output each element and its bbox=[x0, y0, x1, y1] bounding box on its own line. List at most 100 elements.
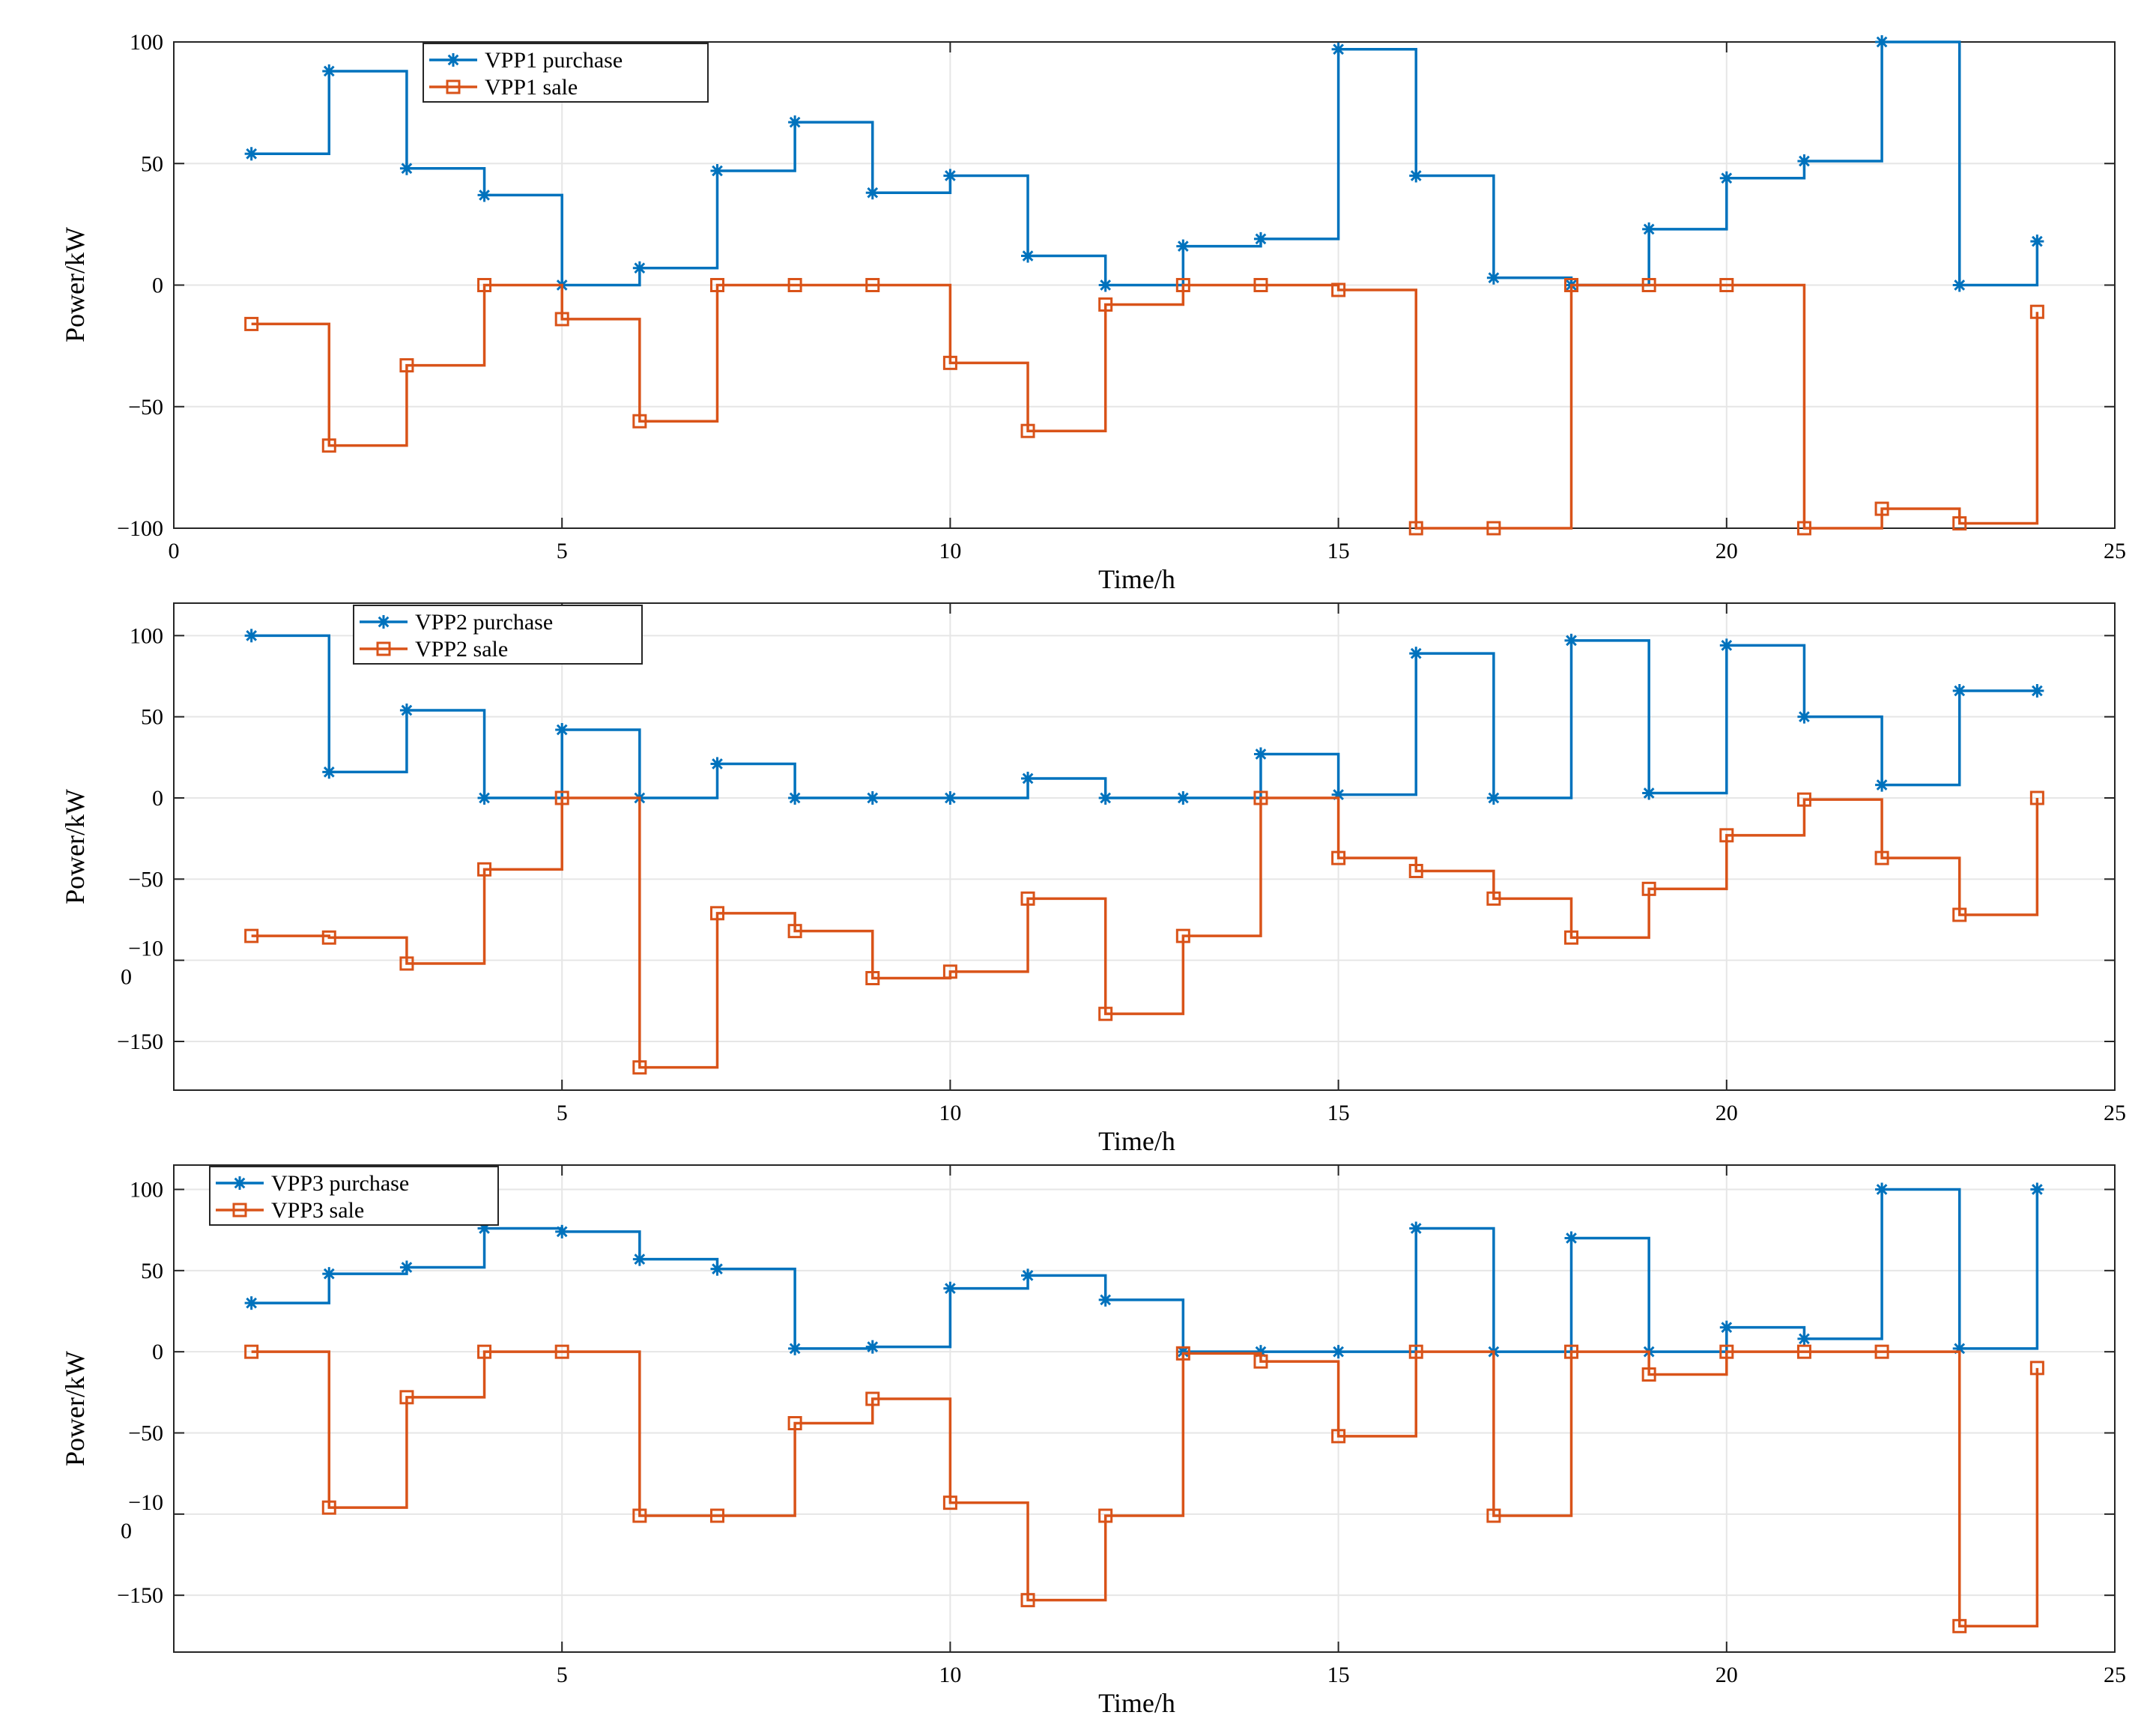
data-point bbox=[788, 115, 802, 130]
data-point bbox=[477, 278, 492, 292]
y-tick-label: 0 bbox=[152, 1340, 163, 1364]
data-point bbox=[1020, 891, 1035, 906]
plot-area bbox=[174, 603, 2115, 1090]
data-point bbox=[632, 414, 647, 429]
data-point bbox=[1564, 930, 1579, 945]
data-point bbox=[1253, 232, 1268, 246]
data-point bbox=[477, 862, 492, 877]
x-tick-label: 15 bbox=[1327, 1101, 1350, 1125]
data-point bbox=[399, 704, 414, 717]
data-point bbox=[1098, 1508, 1113, 1523]
y-tick-label: 100 bbox=[130, 623, 163, 648]
data-point bbox=[1797, 1331, 1811, 1346]
data-point bbox=[1641, 1367, 1656, 1382]
data-point bbox=[244, 1344, 259, 1359]
y-tick-label: 0 bbox=[152, 786, 163, 811]
subplot-1: 0 5 10 15 20 25 100 50 0 −50 −100 Time/h Power/kW VPP… bbox=[60, 30, 2126, 594]
data-point bbox=[1408, 1344, 1423, 1359]
legend-marker bbox=[446, 79, 461, 94]
data-point bbox=[1564, 278, 1579, 292]
subplot-3: 5 10 15 20 25 100 50 0 −50 −10 0 −150 Time/h Power/kW… bbox=[60, 1164, 2126, 1718]
data-point bbox=[244, 629, 258, 643]
data-point bbox=[943, 791, 957, 805]
data-point bbox=[1331, 42, 1345, 56]
legend-marker bbox=[232, 1203, 247, 1218]
legend-marker bbox=[446, 53, 460, 67]
data-point bbox=[1564, 1344, 1579, 1359]
data-point bbox=[399, 956, 414, 971]
data-point bbox=[1642, 786, 1656, 800]
x-tick-label: 25 bbox=[2104, 1101, 2126, 1125]
grid bbox=[174, 1165, 2116, 1652]
legend-box bbox=[423, 43, 709, 103]
y-tick-label: −50 bbox=[128, 867, 163, 892]
x-tick-label: 20 bbox=[1716, 1101, 1738, 1125]
x-tick-label: 0 bbox=[169, 539, 180, 563]
y-axis-label: Power/kW bbox=[60, 789, 90, 904]
data-point bbox=[865, 971, 880, 985]
data-point bbox=[710, 1262, 724, 1276]
legend-label: VPP2 purchase bbox=[415, 610, 553, 635]
data-point bbox=[1719, 828, 1734, 843]
data-point bbox=[787, 278, 802, 292]
y-axis-label: Power/kW bbox=[60, 1351, 90, 1466]
data-point bbox=[2029, 1361, 2044, 1376]
x-tick-label: 10 bbox=[939, 1101, 961, 1125]
legend-marker bbox=[233, 1176, 246, 1190]
data-point bbox=[399, 1390, 414, 1405]
data-point bbox=[1486, 791, 1501, 805]
data-point bbox=[1253, 1354, 1268, 1369]
data-point bbox=[632, 1060, 647, 1075]
data-point bbox=[1175, 1346, 1190, 1361]
y-tick-label: 50 bbox=[141, 151, 163, 176]
data-point bbox=[1098, 278, 1112, 292]
data-point bbox=[1098, 791, 1112, 805]
series-line bbox=[251, 796, 2039, 1069]
data-point bbox=[709, 906, 724, 921]
legend-label: VPP1 sale bbox=[485, 75, 578, 100]
data-point bbox=[788, 791, 802, 805]
data-point bbox=[1641, 278, 1656, 292]
data-point bbox=[1952, 684, 1966, 698]
data-point bbox=[477, 791, 491, 805]
data-point bbox=[710, 163, 724, 178]
data-point bbox=[555, 1224, 569, 1238]
legend-marker bbox=[376, 641, 391, 656]
x-tick-label: 5 bbox=[557, 539, 568, 563]
axes-box bbox=[173, 602, 2116, 1091]
data-point bbox=[1331, 1345, 1345, 1359]
data-point bbox=[1719, 171, 1733, 185]
x-axis-label: Time/h bbox=[1098, 1126, 1175, 1156]
data-point bbox=[632, 261, 647, 275]
data-point bbox=[554, 312, 569, 327]
data-point bbox=[399, 358, 414, 373]
data-point bbox=[554, 1344, 569, 1359]
data-point bbox=[942, 964, 957, 979]
data-point bbox=[787, 1416, 802, 1430]
data-point bbox=[1098, 297, 1113, 312]
data-point bbox=[1020, 423, 1035, 438]
data-point bbox=[1874, 501, 1889, 516]
data-point bbox=[1486, 521, 1501, 536]
data-point bbox=[1796, 521, 1811, 536]
data-point bbox=[322, 765, 336, 779]
data-point bbox=[865, 278, 880, 292]
x-tick-label: 25 bbox=[2104, 1663, 2126, 1687]
data-point bbox=[1408, 864, 1423, 878]
y-tick-label: 100 bbox=[130, 30, 163, 55]
data-point bbox=[1098, 1006, 1113, 1021]
data-point bbox=[632, 1508, 647, 1523]
data-point bbox=[632, 1252, 647, 1266]
data-point bbox=[1952, 1618, 1967, 1633]
data-point bbox=[942, 355, 957, 370]
data-point bbox=[477, 1344, 492, 1359]
data-point bbox=[1408, 521, 1423, 536]
data-point bbox=[1331, 850, 1346, 865]
data-point bbox=[1175, 928, 1190, 943]
data-point bbox=[1253, 747, 1268, 761]
data-point bbox=[321, 438, 336, 453]
data-point bbox=[1176, 239, 1190, 253]
